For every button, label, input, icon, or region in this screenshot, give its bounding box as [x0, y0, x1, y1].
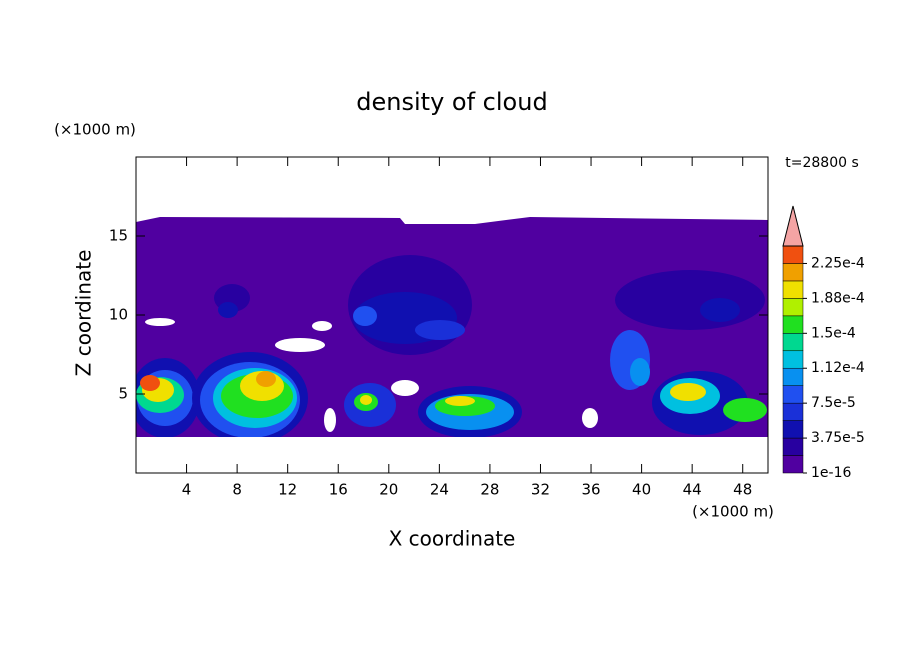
contour-field	[136, 217, 768, 437]
y-tick-label: 5	[118, 385, 128, 403]
x-tick-label: 8	[232, 481, 242, 499]
x-tick-label: 36	[581, 481, 600, 499]
colorbar-band	[782, 298, 804, 317]
time-label: t=28800 s	[785, 155, 859, 171]
colorbar-band	[782, 367, 804, 386]
colorbar-band	[782, 263, 804, 282]
colorbar-band	[782, 280, 804, 299]
x-tick-label: 28	[480, 481, 499, 499]
colorbar-band	[782, 402, 804, 421]
y-unit: (×1000 m)	[54, 121, 136, 139]
colorbar-label: 1e-16	[811, 465, 851, 481]
colorbar-band	[782, 315, 804, 334]
colorbar-band	[782, 350, 804, 369]
x-tick-label: 40	[632, 481, 651, 499]
colorbar-band	[782, 420, 804, 439]
chart-title: density of cloud	[356, 88, 547, 116]
y-tick-label: 15	[109, 227, 128, 245]
colorbar-label: 3.75e-5	[811, 430, 865, 446]
x-tick-label: 24	[430, 481, 449, 499]
x-tick-label: 48	[733, 481, 752, 499]
colorbar-label: 7.5e-5	[811, 395, 856, 411]
colorbar-band	[782, 455, 804, 474]
colorbar-band	[782, 437, 804, 456]
x-tick-label: 44	[683, 481, 702, 499]
y-axis-label: Z coordinate	[72, 250, 96, 377]
x-tick-label: 12	[278, 481, 297, 499]
x-tick-label: 4	[182, 481, 192, 499]
colorbar-label: 1.12e-4	[811, 360, 865, 376]
colorbar-extend	[782, 205, 804, 247]
colorbar-label: 1.5e-4	[811, 325, 856, 341]
colorbar-band	[782, 333, 804, 352]
x-tick-label: 16	[329, 481, 348, 499]
colorbar-band	[782, 245, 804, 264]
x-tick-label: 32	[531, 481, 550, 499]
y-tick-label: 10	[109, 306, 128, 324]
x-unit: (×1000 m)	[692, 503, 774, 521]
colorbar-label: 2.25e-4	[811, 255, 865, 271]
x-axis-label: X coordinate	[389, 527, 516, 551]
colorbar-label: 1.88e-4	[811, 290, 865, 306]
colorbar-band	[782, 385, 804, 404]
x-tick-label: 20	[379, 481, 398, 499]
